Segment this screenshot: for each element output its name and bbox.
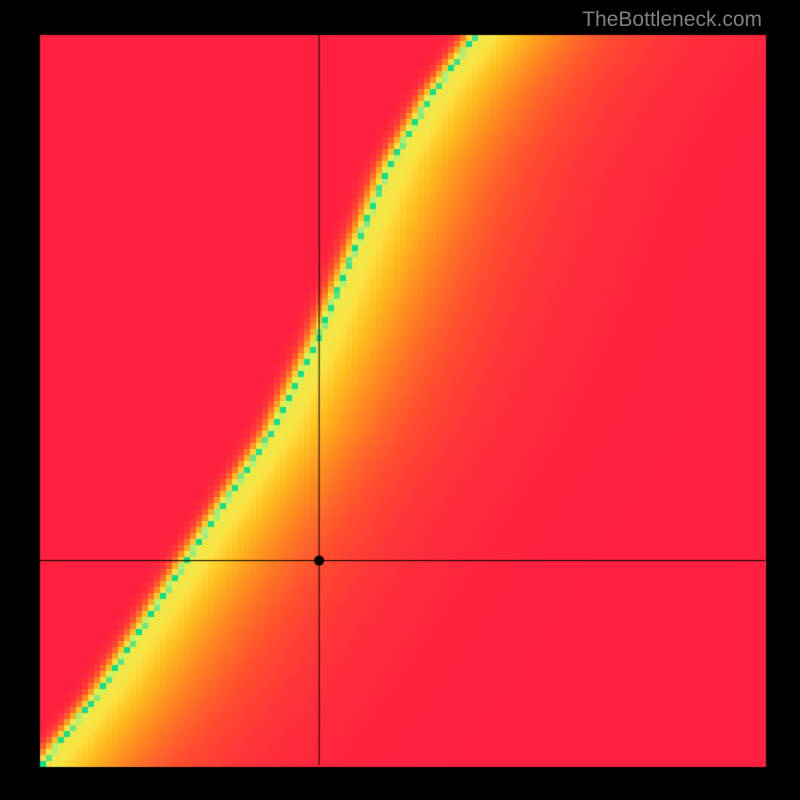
heatmap-canvas [0,0,800,800]
bottleneck-heatmap [0,0,800,800]
watermark-text: TheBottleneck.com [582,8,762,32]
